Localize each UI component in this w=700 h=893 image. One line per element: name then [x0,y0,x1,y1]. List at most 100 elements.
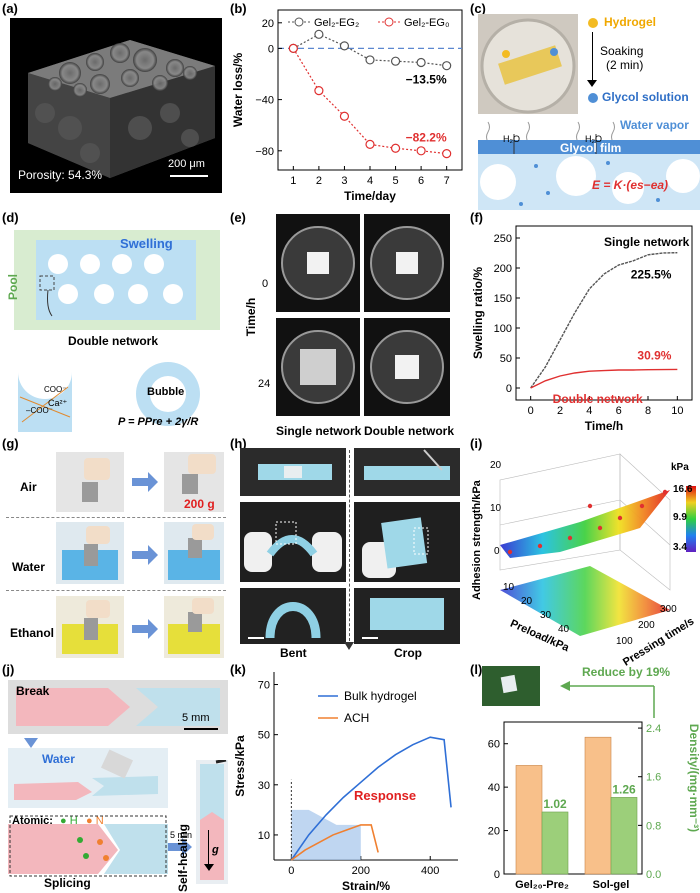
water-after-photo [164,522,224,584]
end-value-label: 225.5% [631,268,672,282]
arrow-ethanol [132,619,158,639]
x-tick-label: 10 [671,405,683,417]
y-tick-label-left: 0 [494,869,500,881]
data-point [288,43,298,54]
water-loss-chart: 20 0 −40 −80 1 2 3 4 5 6 7 Time/day Water loss/% Gel₂… [231,9,463,203]
x-tick-30: 30 [540,610,552,621]
double-network-label: Double network [68,334,159,348]
swelling-label: Swelling [120,236,173,251]
gel-pores [48,254,183,304]
n-atom-label: ● N [86,815,104,827]
swelling-ratio-chart: 0 50 100 150 200 250 0 2 4 6 8 10 Time/h Swelling rat… [471,225,693,433]
h2o-left-label: H₂O [503,134,520,144]
coo-label-2: –COO⁻ [26,406,53,415]
legend-label: ACH [344,711,369,725]
x-axis-label: Time/day [344,189,396,203]
row-label-air: Air [20,480,37,494]
y-tick-label: 0 [268,43,274,55]
legend-label: Bulk hydrogel [344,689,417,703]
h-atom-label: ● H [60,815,78,827]
break-label: Break [16,684,50,698]
y-tick-label: 50 [258,730,270,742]
y-tick-label-right: 1.6 [646,772,661,784]
end-value-label: −82.2% [406,131,447,145]
data-point [365,139,375,149]
j-scalebar [184,728,218,730]
colorbar-tick-high: 16.6 [673,484,693,495]
series-line-1 [290,824,379,861]
y-tick-label: 200 [494,263,512,275]
end-value-label: −13.5% [406,73,447,87]
bar-left [584,736,612,875]
y-tick-label: 250 [494,233,512,245]
single-network-label: Single network [276,424,362,438]
vapor-wisp-1 [486,121,490,143]
x-tick-10: 10 [503,582,515,593]
data-point [442,149,452,159]
contour-projection [500,566,670,636]
gravity-arrow-line [208,830,209,866]
row-label-ethanol: Ethanol [10,626,54,640]
ethanol-before-photo [56,596,124,658]
water-label: Water [42,752,75,766]
soaking-arrow-line [592,32,593,84]
y-tick-label: 0 [506,383,512,395]
soaking-arrow-head [587,80,597,87]
soaking-label: Soaking [600,44,644,58]
petri-dish-photo [478,14,578,114]
panel-label-i: (i) [470,436,483,451]
plot-frame [515,225,693,401]
gravity-label: g [212,844,219,856]
self-healing-label: Self-healing [176,823,190,892]
x-tick-label: 0 [288,865,294,877]
vapor-wisp-2 [526,121,530,143]
z-axis-label: Adhesion strength/kPa [471,480,483,600]
y-axis-label-right: Density/(mg·mm⁻³) [687,724,700,832]
series-name-label: Double network [553,392,643,406]
porosity-label: Porosity: 54.3% [18,168,103,182]
glycol-solution-label: Glycol solution [602,90,689,104]
panel-label-l: (l) [470,662,483,677]
data-points [507,489,668,555]
x-tick-label: 3 [341,175,347,187]
ethanol-after-photo [164,596,224,658]
evaporation-schematic [478,121,700,210]
divider-g-2 [6,590,226,591]
x-tick-label: 5 [392,175,398,187]
y-tick-label-right: 2.4 [646,723,661,735]
panel-label-e: (e) [230,210,246,225]
x-tick-label: 2 [316,175,322,187]
data-point [416,146,426,156]
adhesion-surface-plot [499,453,696,636]
data-point [314,86,324,96]
pool-label: Pool [6,274,20,300]
petri-dish [480,18,576,114]
x-tick-20: 20 [521,596,533,607]
y-tick-label-right: 0.8 [646,820,661,832]
panel-label-h: (h) [230,436,247,451]
time-label: 5 min [170,830,193,840]
water-vapor-label: Water vapor [620,118,689,132]
ca-label: Ca²⁺ [48,398,68,408]
data-point [339,41,350,51]
single-network-0h-photo [276,214,360,312]
leaf-sample [500,674,518,694]
hanging-gel-photo [196,760,228,884]
y-axis-label: Stress/kPa [233,735,247,797]
time-axis-label: Time/h [244,297,259,337]
legend-label: Gel₂-EG₂ [314,17,359,29]
break-photo [8,680,228,734]
flow-arrow-head [344,642,354,650]
tape-crop-photo [354,502,460,582]
y-axis-label: Water loss/% [231,53,245,128]
end-value-label: 30.9% [637,348,671,362]
double-network-24h-photo [364,318,450,416]
water-before-photo [56,522,124,584]
bubble-label: Bubble [147,386,185,398]
swelling-schematic [14,230,220,432]
glycol-film-label: Glycol film [560,141,622,155]
y-tick-label: 150 [494,293,512,305]
series-name-label: Single network [604,235,690,249]
colorbar-tick-low: 3.4 [673,542,687,553]
y-tick-label: 70 [258,680,270,692]
